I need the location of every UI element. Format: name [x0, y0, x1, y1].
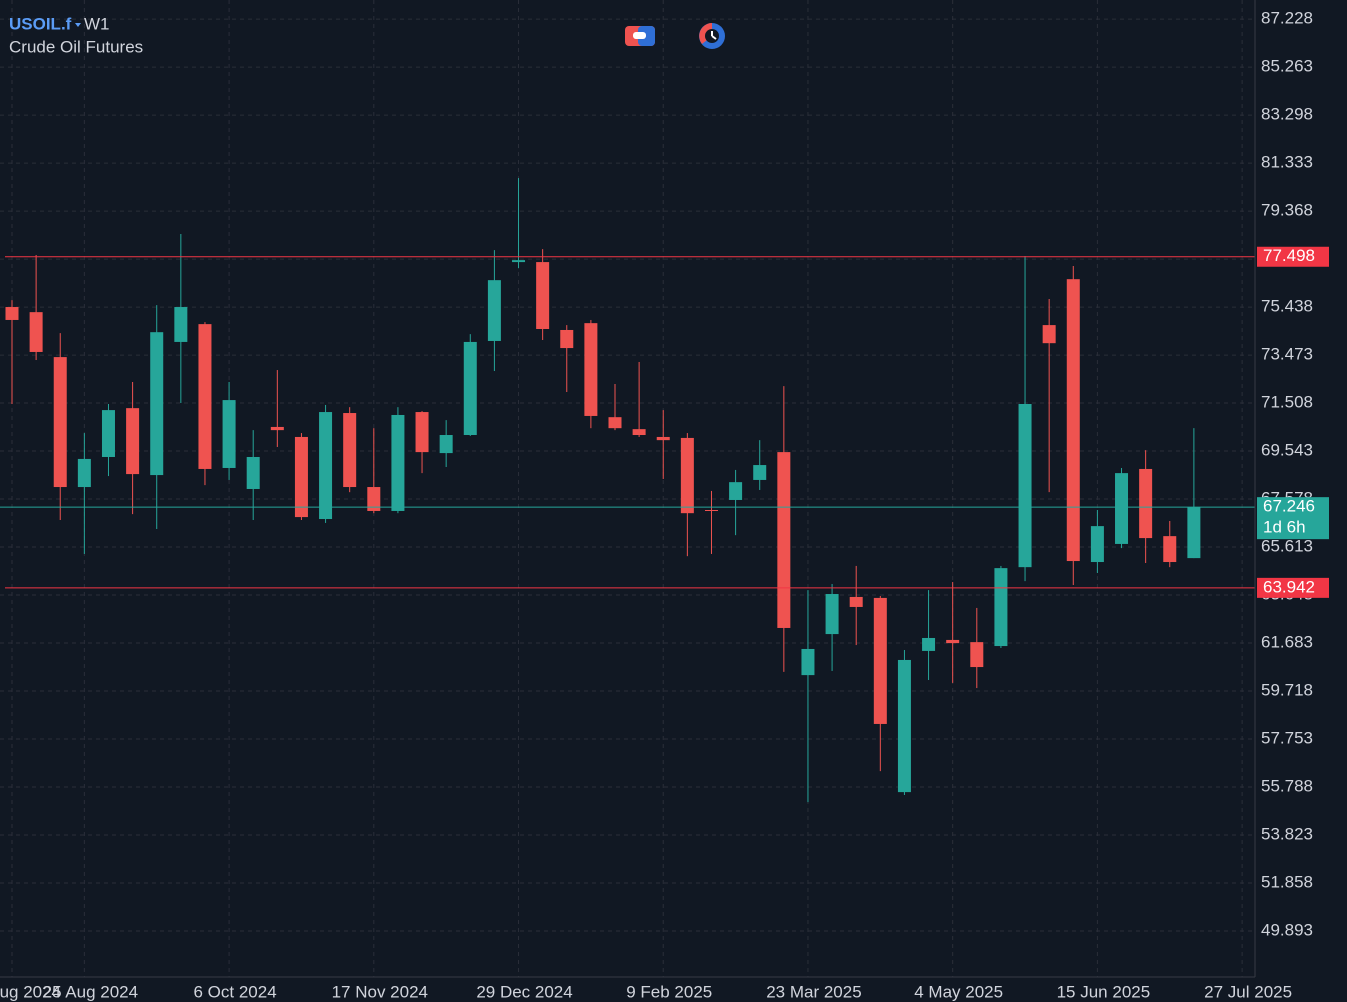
- candle-body: [1115, 473, 1129, 544]
- candle-body: [560, 329, 574, 349]
- candle-body: [5, 307, 19, 320]
- candle-body: [1090, 526, 1104, 563]
- candle-body: [777, 452, 791, 628]
- y-tick-label: 87.228: [1261, 9, 1313, 28]
- y-tick-label: 79.368: [1261, 201, 1313, 220]
- candle-body: [656, 436, 670, 441]
- y-tick-label: 85.263: [1261, 57, 1313, 76]
- candle-body: [294, 436, 308, 518]
- candle-body: [922, 637, 936, 651]
- current-price-bg: [1257, 497, 1329, 540]
- y-tick-label: 81.333: [1261, 153, 1313, 172]
- y-tick-label: 53.823: [1261, 825, 1313, 844]
- candle-body: [897, 659, 911, 793]
- candle-body: [343, 413, 357, 488]
- x-tick-label: 6 Oct 2024: [193, 982, 276, 1001]
- x-tick-label: 9 Feb 2025: [626, 982, 712, 1001]
- candle-body: [753, 465, 767, 480]
- candle-body: [608, 417, 622, 429]
- candle-body: [873, 597, 887, 724]
- y-tick-label: 75.438: [1261, 297, 1313, 316]
- x-tick-label: 4 May 2025: [914, 982, 1003, 1001]
- y-tick-label: 71.508: [1261, 393, 1313, 412]
- y-tick-label: 57.753: [1261, 729, 1313, 748]
- candle-body: [849, 596, 863, 607]
- candle-body: [367, 487, 381, 511]
- candle-body: [463, 341, 477, 436]
- candle-body: [729, 482, 743, 500]
- candle-body: [1018, 403, 1032, 568]
- candle-body: [970, 642, 984, 668]
- axis: 87.22885.26383.29881.33379.36877.40375.4…: [0, 9, 1329, 1001]
- price-label-bg: [1257, 246, 1329, 267]
- x-tick-label: 15 Jun 2025: [1057, 982, 1151, 1001]
- candle-body: [1066, 279, 1080, 562]
- plot: [0, 178, 1255, 803]
- candle-body: [198, 324, 212, 469]
- candle-body: [415, 412, 429, 453]
- candle-body: [632, 429, 646, 436]
- x-tick-label: 17 Nov 2024: [332, 982, 428, 1001]
- candle-body: [704, 509, 718, 511]
- candle-body: [1042, 325, 1056, 344]
- candle-body: [222, 400, 236, 468]
- candle-body: [680, 437, 694, 514]
- candle-body: [512, 260, 526, 263]
- timeframe[interactable]: W1: [84, 14, 110, 33]
- candle-body: [270, 426, 284, 431]
- y-tick-label: 83.298: [1261, 105, 1313, 124]
- toolbar-icon[interactable]: [625, 26, 655, 46]
- candle-body: [439, 435, 453, 454]
- candle-body: [584, 323, 598, 416]
- price-label: 63.942: [1263, 577, 1315, 596]
- x-tick-label: 4 Aug 2024: [0, 982, 61, 1001]
- candle-body: [994, 568, 1008, 647]
- y-tick-label: 59.718: [1261, 681, 1313, 700]
- dropdown-arrow[interactable]: [75, 23, 81, 27]
- price-label-bg: [1257, 577, 1329, 598]
- candle-body: [101, 410, 115, 457]
- candle-body: [1139, 468, 1153, 539]
- y-tick-label: 69.543: [1261, 441, 1313, 460]
- candle-body: [391, 414, 405, 511]
- candle-body: [29, 312, 43, 352]
- description: Crude Oil Futures: [9, 37, 143, 56]
- x-tick-label: 25 Aug 2024: [43, 982, 138, 1001]
- candle-body: [246, 456, 260, 489]
- price-label: 77.498: [1263, 246, 1315, 265]
- countdown-label: 1d 6h: [1263, 518, 1306, 537]
- candle-body: [126, 408, 140, 475]
- y-tick-label: 65.613: [1261, 537, 1313, 556]
- candle-body: [319, 412, 333, 520]
- y-tick-label: 61.683: [1261, 633, 1313, 652]
- candle-body: [1187, 507, 1201, 559]
- y-tick-label: 51.858: [1261, 872, 1313, 891]
- y-tick-label: 55.788: [1261, 777, 1313, 796]
- candle-body: [53, 357, 67, 488]
- candle-body: [1163, 536, 1177, 563]
- candle-body: [174, 307, 188, 342]
- candle-body: [77, 458, 91, 488]
- toolbar-icon[interactable]: [699, 23, 725, 49]
- candle-body: [536, 262, 550, 330]
- y-tick-label: 49.893: [1261, 920, 1313, 939]
- candle-body: [825, 594, 839, 635]
- x-tick-label: 27 Jul 2025: [1204, 982, 1292, 1001]
- y-tick-label: 73.473: [1261, 345, 1313, 364]
- candle-body: [801, 648, 815, 676]
- current-price-label: 67.246: [1263, 497, 1315, 516]
- x-tick-label: 29 Dec 2024: [476, 982, 572, 1001]
- candle-body: [487, 280, 501, 341]
- symbol[interactable]: USOIL.f: [9, 14, 72, 33]
- candle-body: [150, 332, 164, 476]
- x-tick-label: 23 Mar 2025: [766, 982, 861, 1001]
- candle-body: [946, 639, 960, 644]
